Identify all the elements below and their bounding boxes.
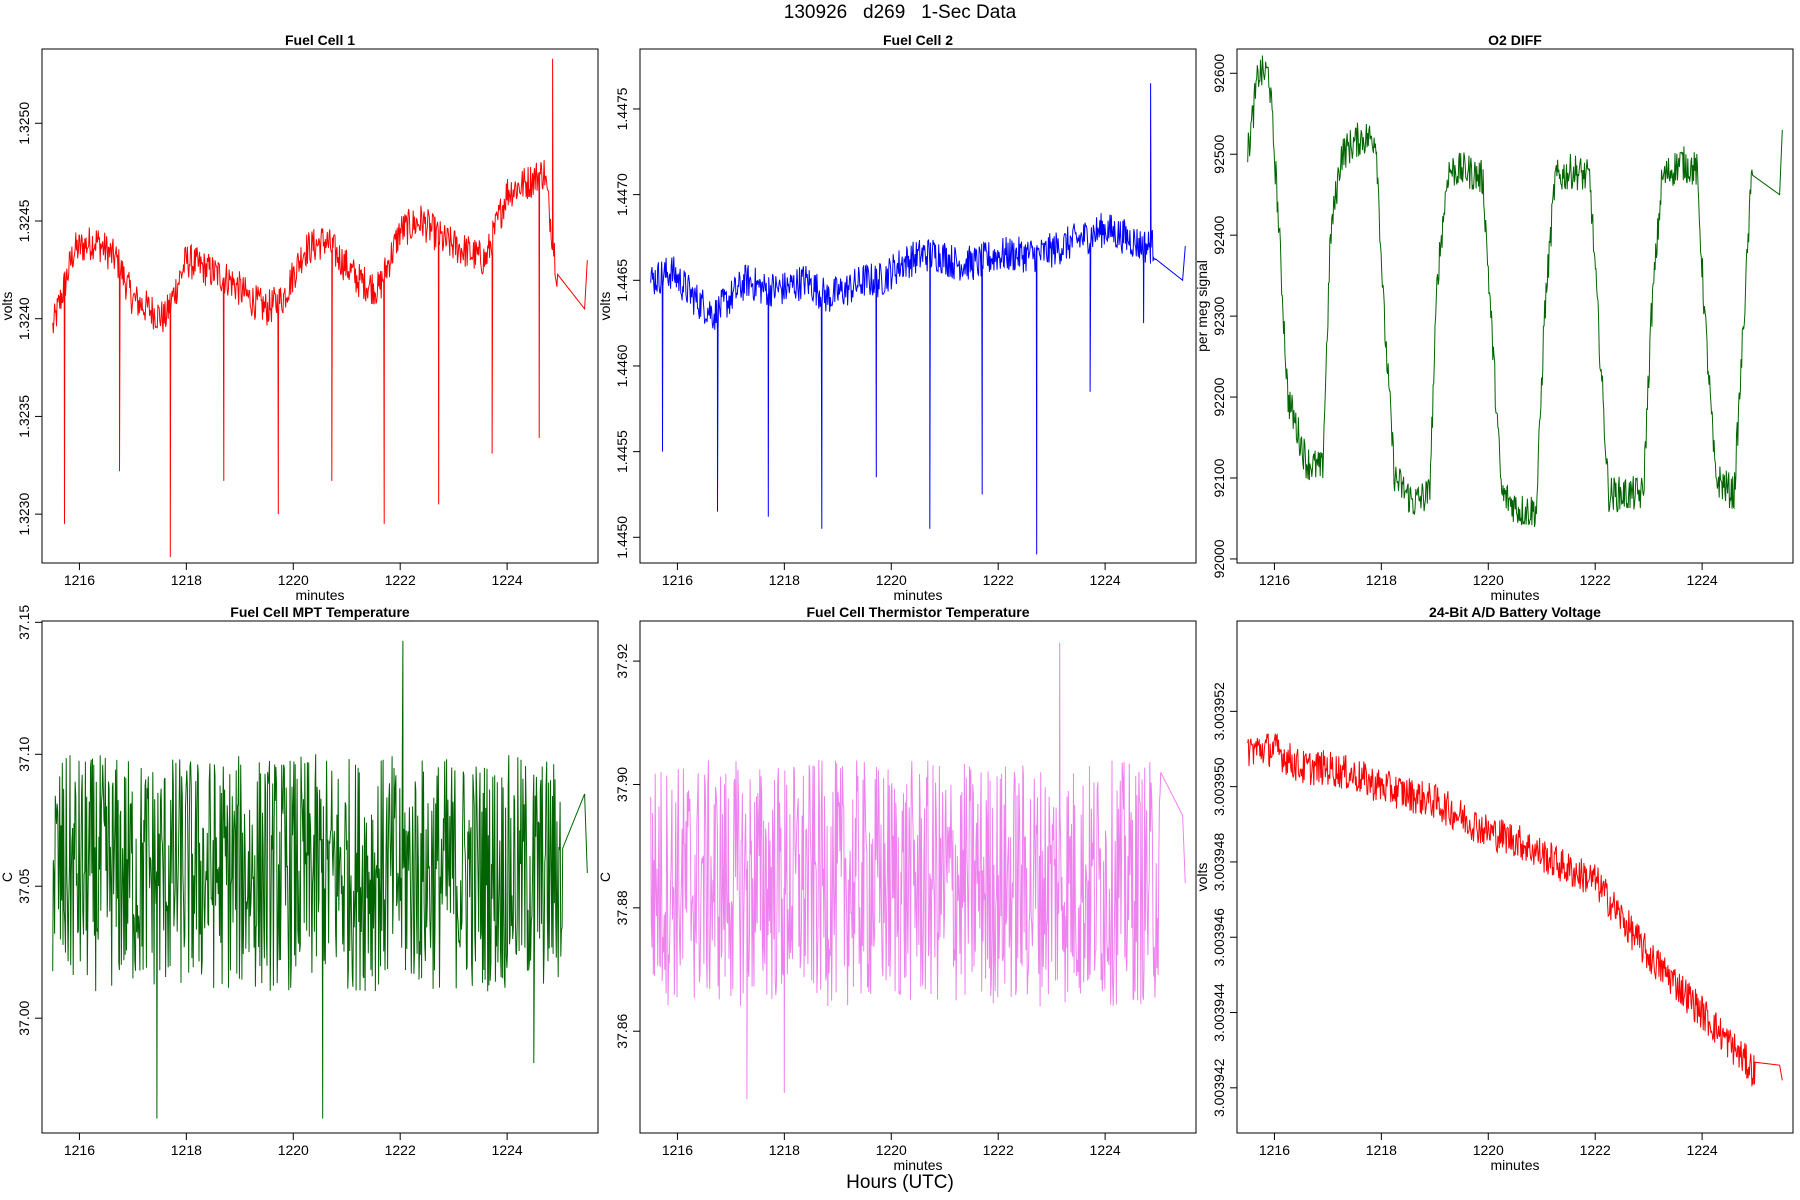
x-tick-label: 1224 [1687,572,1718,588]
x-tick-label: 1216 [662,572,693,588]
x-tick-label: 1216 [662,1142,693,1158]
x-tick-label: 1218 [171,572,202,588]
series-line [1247,733,1783,1087]
x-axis-label: minutes [1490,1157,1539,1173]
series-line [1247,55,1783,528]
y-tick-label: 92300 [1211,296,1227,335]
panel-6: 24-Bit A/D Battery Voltage 1216 1218 1220 12… [1194,604,1794,1173]
y-axis-label: volts [0,292,15,321]
x-tick-label: 1224 [1090,1142,1121,1158]
x-tick-label: 1224 [1090,572,1121,588]
x-axis-label: minutes [295,587,344,603]
x-tick-label: 1222 [1580,1142,1611,1158]
x-tick-label: 1218 [1366,572,1397,588]
y-tick-label: 1.4470 [614,173,630,216]
plot-frame [41,48,599,564]
y-tick-label: 1.4465 [614,259,630,302]
y-tick-label: 92600 [1211,54,1227,93]
figure-title: 130926 d269 1-Sec Data [783,2,1017,23]
panel-1: Fuel Cell 1 1216 1218 1220 1222 1224 minutes 1.… [0,32,599,603]
plot-frame [1236,48,1794,564]
panel-2: Fuel Cell 2 1216 1218 1220 1222 1224 minutes 1.… [597,32,1197,603]
x-tick-label: 1224 [492,572,523,588]
panel-title: 24-Bit A/D Battery Voltage [1429,604,1601,620]
y-tick-label: 1.4475 [614,87,630,130]
x-tick-label: 1216 [64,572,95,588]
plot-frame [639,48,1197,564]
x-axis-label: minutes [893,1157,942,1173]
y-tick-label: 92500 [1211,135,1227,174]
y-axis-label: per meg signal [1194,260,1210,352]
x-tick-label: 1222 [983,1142,1014,1158]
y-tick-label: 3.003948 [1211,833,1227,892]
y-tick-label: 3.003944 [1211,983,1227,1042]
y-tick-label: 37.88 [614,890,630,925]
y-tick-label: 92000 [1211,539,1227,578]
x-tick-label: 1218 [769,1142,800,1158]
panel-title: Fuel Cell 2 [883,32,953,48]
y-tick-label: 1.3250 [16,102,32,145]
y-tick-label: 37.05 [16,869,32,904]
x-tick-label: 1222 [1580,572,1611,588]
x-tick-label: 1224 [1687,1142,1718,1158]
x-tick-label: 1220 [1473,1142,1504,1158]
x-axis-label: minutes [893,587,942,603]
plot-frame [1236,620,1794,1134]
y-tick-label: 37.00 [16,1000,32,1035]
x-tick-label: 1220 [876,1142,907,1158]
y-tick-label: 1.3240 [16,297,32,340]
y-tick-label: 1.3235 [16,395,32,438]
series-line [52,640,588,1119]
y-axis-label: C [0,872,15,882]
y-tick-label: 92400 [1211,215,1227,254]
y-tick-label: 3.003942 [1211,1058,1227,1117]
x-tick-label: 1218 [1366,1142,1397,1158]
panel-4: Fuel Cell MPT Temperature 1216 1218 1220 122… [0,604,599,1158]
x-tick-label: 1220 [876,572,907,588]
x-tick-label: 1216 [64,1142,95,1158]
figure-x-axis-caption: Hours (UTC) [846,1172,954,1193]
x-tick-label: 1220 [278,1142,309,1158]
y-tick-label: 1.3245 [16,199,32,242]
y-axis-label: volts [1194,863,1210,892]
panel-title: Fuel Cell Thermistor Temperature [806,604,1029,620]
y-tick-label: 3.003950 [1211,757,1227,816]
y-tick-label: 37.10 [16,737,32,772]
y-tick-label: 92100 [1211,458,1227,497]
y-tick-label: 92200 [1211,377,1227,416]
y-tick-label: 1.4455 [614,430,630,473]
y-axis-label: C [597,872,613,882]
panel-title: Fuel Cell 1 [285,32,355,48]
x-tick-label: 1222 [385,572,416,588]
y-tick-label: 3.003952 [1211,682,1227,741]
y-tick-label: 1.4460 [614,344,630,387]
y-tick-label: 3.003946 [1211,908,1227,967]
panel-3: O2 DIFF 1216 1218 1220 1222 1224 minutes 92000 9… [1194,32,1794,603]
x-tick-label: 1216 [1259,572,1290,588]
x-tick-label: 1218 [769,572,800,588]
y-tick-label: 37.92 [614,643,630,678]
panel-title: Fuel Cell MPT Temperature [230,604,410,620]
y-tick-label: 1.4450 [614,516,630,559]
x-tick-label: 1218 [171,1142,202,1158]
series-line [650,642,1186,1100]
panel-title: O2 DIFF [1488,32,1542,48]
series-line [52,58,588,558]
y-tick-label: 1.3230 [16,493,32,536]
y-tick-label: 37.90 [614,767,630,802]
y-tick-label: 37.86 [614,1013,630,1048]
y-tick-label: 37.15 [16,605,32,640]
x-tick-label: 1222 [983,572,1014,588]
x-tick-label: 1224 [492,1142,523,1158]
x-tick-label: 1220 [278,572,309,588]
y-axis-label: volts [597,292,613,321]
panel-5: Fuel Cell Thermistor Temperature 1216 1218… [597,604,1197,1173]
x-tick-label: 1222 [385,1142,416,1158]
series-line [650,83,1186,555]
x-tick-label: 1220 [1473,572,1504,588]
x-axis-label: minutes [1490,587,1539,603]
x-tick-label: 1216 [1259,1142,1290,1158]
